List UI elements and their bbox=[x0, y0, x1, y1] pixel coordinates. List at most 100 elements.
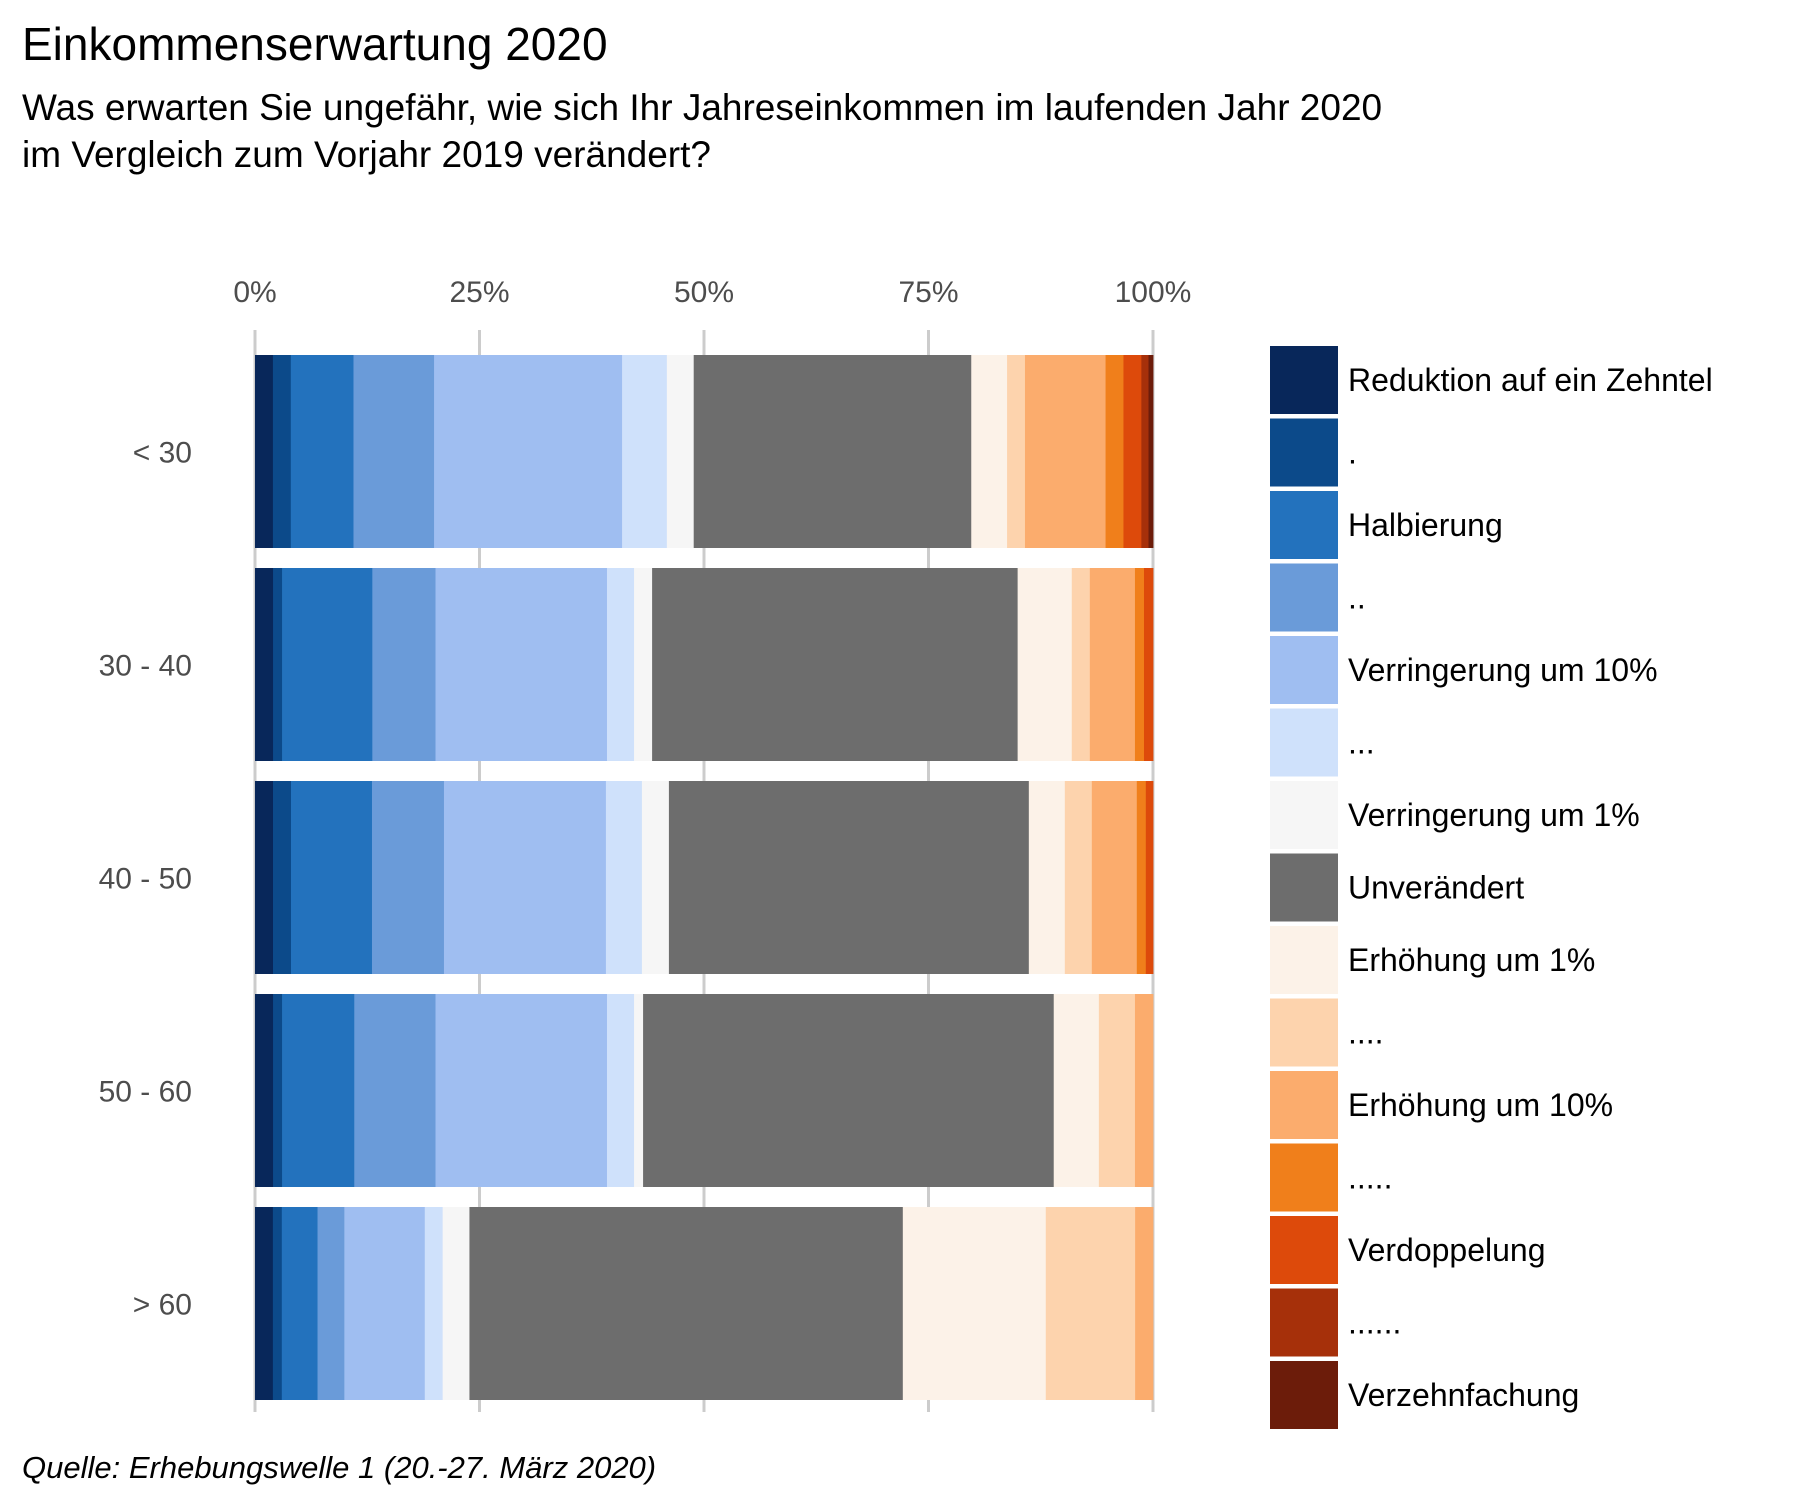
y-tick-label: 30 - 40 bbox=[99, 650, 192, 683]
legend-label: Halbierung bbox=[1348, 507, 1503, 543]
bar-segment bbox=[434, 355, 622, 548]
chart-title: Einkommenserwartung 2020 bbox=[22, 18, 608, 70]
bar-segment bbox=[652, 568, 1018, 761]
bar-segment bbox=[255, 994, 273, 1187]
legend-swatch bbox=[1270, 999, 1338, 1067]
legend-swatch bbox=[1270, 1216, 1338, 1284]
x-tick-label: 25% bbox=[449, 276, 509, 309]
bar-segment bbox=[1149, 355, 1154, 548]
bar-segment bbox=[255, 355, 273, 548]
legend-label: . bbox=[1348, 435, 1357, 471]
bar-segment bbox=[273, 355, 291, 548]
y-tick-label: < 30 bbox=[133, 437, 192, 470]
bar-segment bbox=[1029, 781, 1065, 974]
legend-swatch bbox=[1270, 564, 1338, 632]
y-tick-label: > 60 bbox=[133, 1289, 192, 1322]
legend-swatch bbox=[1270, 926, 1338, 994]
legend-swatch bbox=[1270, 781, 1338, 849]
bar-segment bbox=[436, 568, 608, 761]
legend-swatch bbox=[1270, 854, 1338, 922]
x-axis-tick-labels: 0% 25% 50% 75% 100% bbox=[233, 276, 1191, 309]
legend-label: Verringerung um 1% bbox=[1348, 797, 1640, 833]
bar-segment bbox=[1146, 781, 1154, 974]
legend-swatch bbox=[1270, 1144, 1338, 1212]
bar-segment bbox=[669, 781, 1029, 974]
chart-caption: Quelle: Erhebungswelle 1 (20.-27. März 2… bbox=[22, 1450, 656, 1485]
bar-segment bbox=[1072, 568, 1090, 761]
bar-segment bbox=[444, 781, 606, 974]
bar-segment bbox=[273, 994, 282, 1187]
bar-segment bbox=[1046, 1207, 1136, 1400]
legend: Reduktion auf ein Zehntel. Halbierung.. Ve… bbox=[1270, 346, 1713, 1429]
legend-label: ...... bbox=[1348, 1305, 1401, 1341]
legend-swatch bbox=[1270, 636, 1338, 704]
bar-segment bbox=[607, 568, 634, 761]
bar-segment bbox=[1065, 781, 1092, 974]
bar-segment bbox=[344, 1207, 425, 1400]
bar-segment bbox=[425, 1207, 443, 1400]
legend-swatch bbox=[1270, 1361, 1338, 1429]
legend-label: ... bbox=[1348, 725, 1375, 761]
bar-segment bbox=[1135, 568, 1144, 761]
legend-label: .... bbox=[1348, 1015, 1384, 1051]
legend-swatch bbox=[1270, 709, 1338, 777]
legend-label: Verdoppelung bbox=[1348, 1232, 1546, 1268]
bar-segment bbox=[606, 781, 642, 974]
bar-segment bbox=[282, 1207, 318, 1400]
bars bbox=[255, 355, 1153, 1400]
bar-segment bbox=[255, 1207, 273, 1400]
x-tick-label: 0% bbox=[233, 276, 276, 309]
legend-label: Verringerung um 10% bbox=[1348, 652, 1658, 688]
bar-segment bbox=[1123, 355, 1141, 548]
bar-segment bbox=[1141, 355, 1149, 548]
legend-label: Erhöhung um 1% bbox=[1348, 942, 1595, 978]
bar-segment bbox=[255, 568, 273, 761]
bar-segment bbox=[282, 568, 373, 761]
legend-swatch bbox=[1270, 491, 1338, 559]
bar-segment bbox=[291, 355, 354, 548]
bar-segment bbox=[372, 568, 436, 761]
x-tick-label: 75% bbox=[898, 276, 958, 309]
bar-segment bbox=[318, 1207, 345, 1400]
bar-segment bbox=[642, 781, 669, 974]
y-tick-label: 50 - 60 bbox=[99, 1076, 192, 1109]
bar-segment bbox=[273, 568, 282, 761]
bar-segment bbox=[255, 781, 273, 974]
bar-segment bbox=[1007, 355, 1025, 548]
legend-swatch bbox=[1270, 419, 1338, 487]
bar-segment bbox=[1144, 568, 1153, 761]
y-tick-label: 40 - 50 bbox=[99, 863, 192, 896]
bar-segment bbox=[643, 994, 1054, 1187]
bar-segment bbox=[1090, 568, 1136, 761]
legend-label: Verzehnfachung bbox=[1348, 1377, 1579, 1413]
bar-segment bbox=[353, 355, 434, 548]
bar-segment bbox=[291, 781, 372, 974]
bar-segment bbox=[903, 1207, 1046, 1400]
legend-swatch bbox=[1270, 1071, 1338, 1139]
bar-segment bbox=[273, 781, 291, 974]
x-tick-label: 50% bbox=[674, 276, 734, 309]
bar-segment bbox=[667, 355, 694, 548]
bar-segment bbox=[1137, 781, 1146, 974]
bar-segment bbox=[622, 355, 667, 548]
bar-segment bbox=[273, 1207, 282, 1400]
legend-swatch bbox=[1270, 1289, 1338, 1357]
chart-subtitle-line-2: im Vergleich zum Vorjahr 2019 verändert? bbox=[22, 134, 711, 175]
legend-swatch bbox=[1270, 346, 1338, 414]
bar-segment bbox=[443, 1207, 470, 1400]
bar-segment bbox=[634, 994, 643, 1187]
bar-segment bbox=[282, 994, 355, 1187]
bar-segment bbox=[469, 1207, 903, 1400]
bar-segment bbox=[1092, 781, 1137, 974]
bar-segment bbox=[634, 568, 652, 761]
bar-segment bbox=[354, 994, 436, 1187]
legend-label: ..... bbox=[1348, 1160, 1392, 1196]
bar-segment bbox=[1135, 994, 1153, 1187]
bar-segment bbox=[607, 994, 634, 1187]
bar-segment bbox=[436, 994, 608, 1187]
bar-segment bbox=[1018, 568, 1073, 761]
bar-segment bbox=[694, 355, 972, 548]
y-axis-tick-labels: < 30 30 - 40 40 - 50 50 - 60 > 60 bbox=[99, 437, 192, 1322]
legend-label: .. bbox=[1348, 580, 1366, 616]
